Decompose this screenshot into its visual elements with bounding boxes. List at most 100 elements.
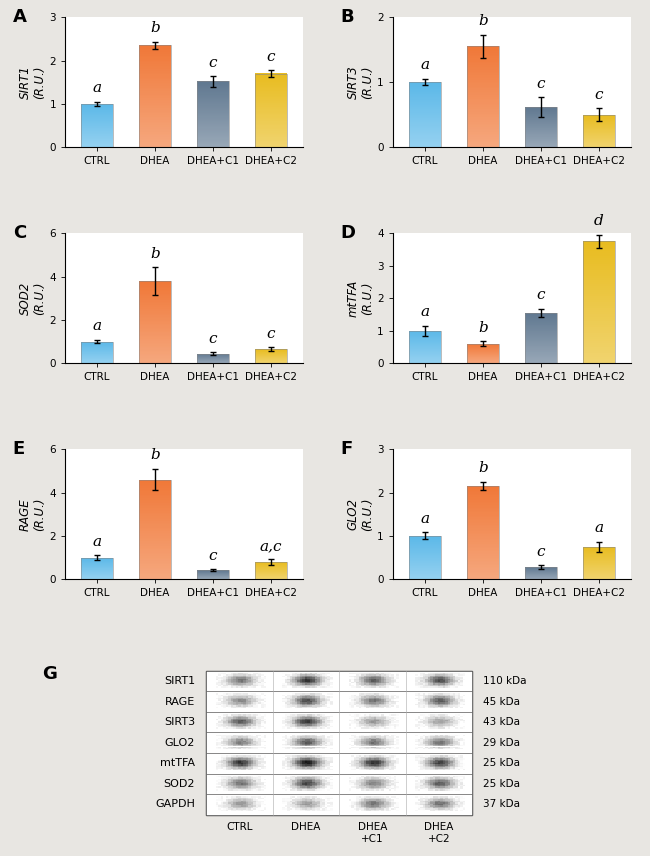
Bar (254, 724, 256, 726)
Bar (290, 701, 292, 703)
Bar (415, 699, 418, 701)
Bar (351, 757, 354, 758)
Bar (263, 782, 266, 783)
Bar (371, 776, 374, 777)
Bar (440, 739, 443, 740)
Bar (467, 488, 499, 489)
Bar (582, 547, 614, 580)
Bar (435, 742, 438, 744)
Bar (139, 285, 171, 287)
Text: c: c (209, 56, 217, 69)
Bar (328, 676, 330, 677)
Bar (221, 805, 224, 806)
Bar (376, 726, 379, 728)
Bar (420, 788, 423, 789)
Bar (282, 717, 285, 718)
Bar (364, 695, 367, 697)
Bar (394, 780, 396, 782)
Bar (369, 759, 371, 761)
Bar (440, 705, 443, 707)
Bar (139, 61, 171, 62)
Bar (525, 354, 556, 355)
Bar (371, 736, 374, 738)
Bar (437, 740, 440, 742)
Text: 110 kDa: 110 kDa (484, 676, 527, 686)
Bar (310, 681, 313, 682)
Bar (285, 767, 287, 769)
Bar (458, 785, 460, 786)
Bar (415, 739, 418, 740)
Bar (226, 796, 228, 798)
Bar (297, 782, 300, 783)
Bar (467, 538, 499, 539)
Bar (440, 695, 443, 697)
Bar (386, 806, 389, 808)
Bar (386, 734, 389, 736)
Bar (430, 699, 433, 701)
Bar (374, 707, 376, 708)
Bar (243, 767, 246, 769)
Bar (256, 767, 259, 769)
Bar (322, 780, 325, 782)
Bar (300, 759, 302, 761)
Bar (246, 786, 248, 788)
Bar (433, 783, 436, 785)
Bar (386, 808, 389, 810)
Bar (300, 739, 302, 740)
Bar (463, 739, 465, 740)
Bar (231, 695, 233, 697)
Bar (221, 701, 224, 703)
Bar (359, 761, 361, 763)
Bar (369, 783, 371, 785)
Bar (243, 726, 246, 728)
Bar (389, 745, 391, 746)
Bar (254, 738, 256, 739)
Bar (197, 85, 229, 86)
Bar (376, 683, 379, 685)
Bar (369, 693, 371, 695)
Bar (354, 699, 356, 701)
Bar (460, 724, 463, 726)
Bar (415, 675, 418, 676)
Bar (256, 673, 259, 675)
Bar (325, 675, 328, 676)
Bar (396, 693, 399, 695)
Bar (297, 806, 300, 808)
Bar (221, 785, 224, 786)
Bar (371, 765, 374, 767)
Bar (325, 755, 328, 757)
Bar (254, 703, 256, 704)
Bar (197, 101, 229, 102)
Bar (317, 705, 320, 707)
Bar (463, 804, 465, 805)
Bar (139, 574, 171, 576)
Bar (310, 734, 313, 736)
Bar (409, 87, 441, 89)
Bar (315, 761, 317, 763)
Bar (371, 805, 374, 806)
Bar (366, 717, 369, 718)
Bar (348, 695, 351, 697)
Bar (453, 805, 456, 806)
Bar (223, 677, 226, 679)
Bar (382, 693, 384, 695)
Bar (361, 779, 364, 780)
Bar (139, 318, 171, 319)
Bar (348, 728, 351, 729)
Bar (435, 736, 438, 738)
Bar (391, 748, 394, 750)
Bar (305, 726, 307, 728)
Bar (292, 714, 295, 716)
Bar (443, 720, 445, 722)
Bar (455, 677, 458, 679)
Bar (409, 536, 441, 580)
Bar (384, 693, 387, 695)
Bar (460, 699, 463, 701)
Bar (386, 703, 389, 704)
Bar (251, 724, 254, 726)
Bar (292, 720, 295, 722)
Bar (371, 705, 374, 707)
Bar (255, 142, 287, 144)
Bar (228, 707, 231, 708)
Bar (320, 777, 322, 779)
